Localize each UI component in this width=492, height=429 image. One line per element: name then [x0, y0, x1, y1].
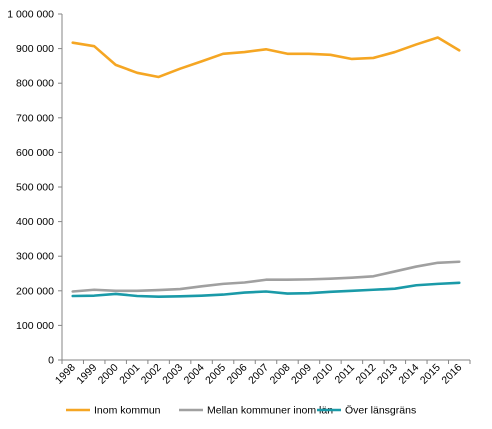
- x-tick-label: 2006: [225, 362, 250, 387]
- y-tick-label: 600 000: [16, 147, 54, 159]
- x-tick-label: 2004: [182, 362, 207, 387]
- x-axis: 1998199920002001200220032004200520062007…: [53, 359, 471, 387]
- y-tick-label: 100 000: [16, 320, 54, 332]
- x-tick-label: 2014: [396, 362, 421, 387]
- x-tick-label: 2005: [203, 362, 228, 387]
- y-tick-label: 200 000: [16, 285, 54, 297]
- legend: Inom kommun Mellan kommuner inom län Över …: [66, 405, 416, 417]
- x-tick-label: 2001: [117, 362, 142, 387]
- x-tick-label: 1998: [53, 362, 78, 387]
- x-tick-label: 2012: [353, 362, 378, 387]
- y-tick-label: 300 000: [16, 251, 54, 263]
- x-tick-label: 2008: [268, 362, 293, 387]
- x-tick-label: 2007: [246, 362, 271, 387]
- x-tick-label: 2003: [160, 362, 185, 387]
- legend-label: Mellan kommuner inom län: [207, 405, 333, 417]
- x-tick-label: 2013: [375, 362, 400, 387]
- y-tick-label: 0: [48, 355, 54, 367]
- x-tick-label: 2009: [289, 362, 314, 387]
- legend-label: Över länsgräns: [345, 405, 416, 417]
- y-tick-label: 400 000: [16, 216, 54, 228]
- x-tick-label: 2015: [418, 362, 443, 387]
- x-tick-label: 2002: [139, 362, 164, 387]
- y-tick-label: 1 000 000: [7, 9, 54, 21]
- x-tick-label: 2016: [439, 362, 464, 387]
- x-tick-label: 2000: [96, 362, 121, 387]
- x-tick-label: 2011: [333, 362, 358, 387]
- y-tick-label: 500 000: [16, 182, 54, 194]
- legend-label: Inom kommun: [94, 405, 161, 417]
- y-tick-label: 900 000: [16, 43, 54, 55]
- y-tick-label: 800 000: [16, 78, 54, 90]
- x-tick-label: 2010: [311, 362, 336, 387]
- series-line-1: [71, 36, 461, 79]
- x-tick-label: 1999: [74, 362, 99, 387]
- y-axis: 0 100 000 200 000 300 000 400 000 500 000 600 …: [7, 9, 63, 367]
- series-lines: [71, 36, 461, 298]
- y-tick-label: 700 000: [16, 112, 54, 124]
